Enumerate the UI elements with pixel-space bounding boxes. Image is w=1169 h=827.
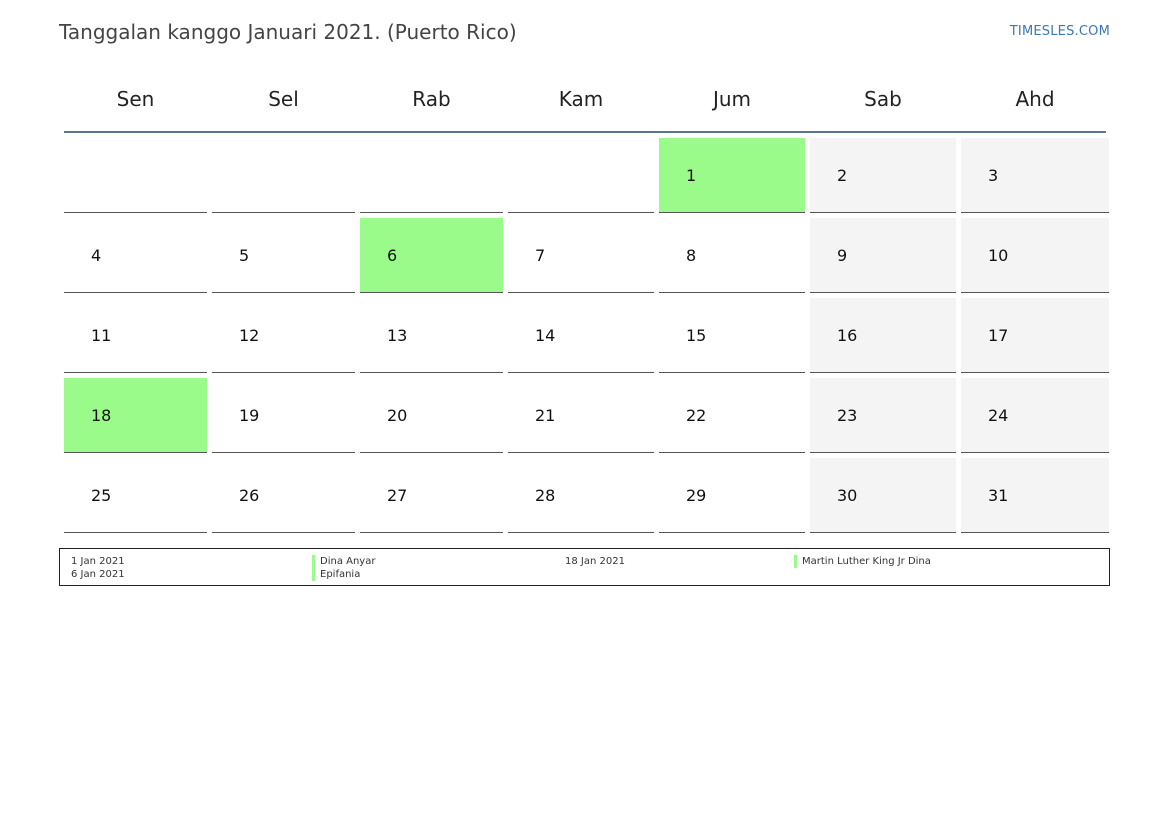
legend-holiday-name: Dina Anyar [312,555,375,568]
weekday-monday: Sen [116,86,155,111]
legend-date: 1 Jan 2021 [71,556,125,567]
day-cell[interactable]: 4 [64,218,207,293]
day-cell[interactable]: 7 [508,218,654,293]
day-cell[interactable]: 3 [961,138,1109,213]
day-number: 15 [686,326,707,345]
day-cell[interactable]: 14 [508,298,654,373]
day-number: 20 [387,406,408,425]
day-cell[interactable]: 5 [212,218,355,293]
legend-names-right: Martin Luther King Jr Dina [794,555,931,568]
legend-holiday-name: Martin Luther King Jr Dina [794,555,931,568]
day-cell[interactable]: 9 [810,218,956,293]
weekday-thursday: Kam [558,86,604,111]
legend-names-left: Dina Anyar Epifania [312,555,375,581]
day-number: 28 [535,486,556,505]
month-calendar: Sen Sel Rab Kam Jum Sab Ahd 1 2 3 4 5 6 7 8 9 10 1… [64,66,1109,533]
day-cell[interactable]: 26 [212,458,355,533]
day-cell[interactable]: 1 [659,138,805,213]
day-number: 16 [837,326,858,345]
day-number: 30 [837,486,858,505]
legend-date: 18 Jan 2021 [565,556,625,567]
empty-day-cell [64,138,207,213]
page-title: Tanggalan kanggo Januari 2021. (Puerto R… [59,20,517,44]
legend-holiday-name: Epifania [312,568,375,581]
day-number: 10 [988,246,1009,265]
legend-dates-left: 1 Jan 2021 6 Jan 2021 [71,555,125,581]
legend-dates-right: 18 Jan 2021 [565,555,625,568]
day-cell[interactable]: 21 [508,378,654,453]
empty-day-cell [508,138,654,213]
day-number: 19 [239,406,260,425]
day-cell[interactable]: 23 [810,378,956,453]
day-cell[interactable]: 11 [64,298,207,373]
day-cell[interactable]: 19 [212,378,355,453]
holiday-legend: 1 Jan 2021 6 Jan 2021 Dina Anyar Epifani… [59,548,1110,586]
day-cell[interactable]: 17 [961,298,1109,373]
weekday-tuesday: Sel [268,86,299,111]
weekday-wednesday: Rab [412,86,451,111]
day-number: 13 [387,326,408,345]
day-cell[interactable]: 30 [810,458,956,533]
day-cell[interactable]: 22 [659,378,805,453]
day-number: 27 [387,486,408,505]
day-number: 8 [686,246,697,265]
day-number: 31 [988,486,1009,505]
day-number: 17 [988,326,1009,345]
day-number: 6 [387,246,398,265]
day-cell[interactable]: 27 [360,458,503,533]
day-number: 12 [239,326,260,345]
day-cell[interactable]: 31 [961,458,1109,533]
day-number: 2 [837,166,848,185]
day-number: 14 [535,326,556,345]
brand-link[interactable]: TIMESLES.COM [1009,24,1110,39]
weekday-saturday: Sab [864,86,902,111]
day-cell[interactable]: 29 [659,458,805,533]
day-cell[interactable]: 12 [212,298,355,373]
empty-day-cell [360,138,503,213]
day-cell[interactable]: 2 [810,138,956,213]
day-cell[interactable]: 8 [659,218,805,293]
day-number: 29 [686,486,707,505]
day-cell[interactable]: 24 [961,378,1109,453]
day-number: 7 [535,246,546,265]
weekday-sunday: Ahd [1015,86,1055,111]
weekday-friday: Jum [712,86,752,111]
day-number: 11 [91,326,112,345]
day-number: 5 [239,246,250,265]
day-cell[interactable]: 18 [64,378,207,453]
weekday-header-row: Sen Sel Rab Kam Jum Sab Ahd [64,66,1106,133]
day-number: 24 [988,406,1009,425]
day-number: 9 [837,246,848,265]
day-cell[interactable]: 20 [360,378,503,453]
day-number: 22 [686,406,707,425]
day-cell[interactable]: 25 [64,458,207,533]
day-number: 3 [988,166,999,185]
day-number: 1 [686,166,697,185]
legend-date: 6 Jan 2021 [71,569,125,580]
day-number: 25 [91,486,112,505]
day-number: 23 [837,406,858,425]
day-number: 18 [91,406,112,425]
day-cell[interactable]: 15 [659,298,805,373]
day-cell[interactable]: 6 [360,218,503,293]
empty-day-cell [212,138,355,213]
day-grid: 1 2 3 4 5 6 7 8 9 10 11 12 13 14 15 16 17 18 19 20 21 22 23 24 2… [64,138,1109,533]
day-number: 21 [535,406,556,425]
day-cell[interactable]: 28 [508,458,654,533]
day-cell[interactable]: 16 [810,298,956,373]
day-number: 4 [91,246,102,265]
day-cell[interactable]: 13 [360,298,503,373]
day-number: 26 [239,486,260,505]
day-cell[interactable]: 10 [961,218,1109,293]
